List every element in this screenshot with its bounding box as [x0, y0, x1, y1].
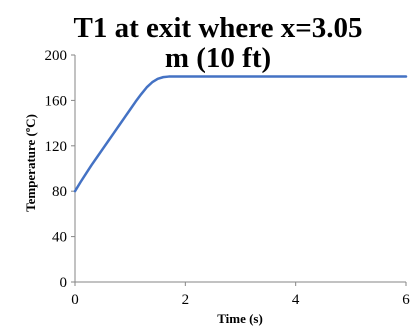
y-axis-label: Temperature (ºC): [23, 114, 38, 212]
x-tick-label: 4: [292, 292, 300, 308]
y-tick-label: 0: [60, 275, 68, 291]
y-tick-label: 160: [45, 93, 68, 109]
x-tick-label: 0: [71, 292, 79, 308]
chart-title-line-1: T1 at exit where x=3.05: [73, 12, 362, 44]
x-tick-label: 2: [182, 292, 190, 308]
axes: [71, 54, 407, 286]
x-axis-label: Time (s): [217, 311, 263, 326]
y-tick-label: 120: [45, 139, 68, 155]
y-tick-label: 40: [52, 230, 67, 246]
chart-title-line-2: m (10 ft): [165, 42, 271, 74]
tick-labels: 0 40 80 120 160 200 0 2 4 6: [45, 48, 411, 308]
series-group: [73, 75, 408, 193]
y-tick-label: 200: [45, 48, 68, 64]
x-tick-label: 6: [402, 292, 410, 308]
series-line: [73, 75, 408, 193]
y-tick-label: 80: [52, 184, 67, 200]
